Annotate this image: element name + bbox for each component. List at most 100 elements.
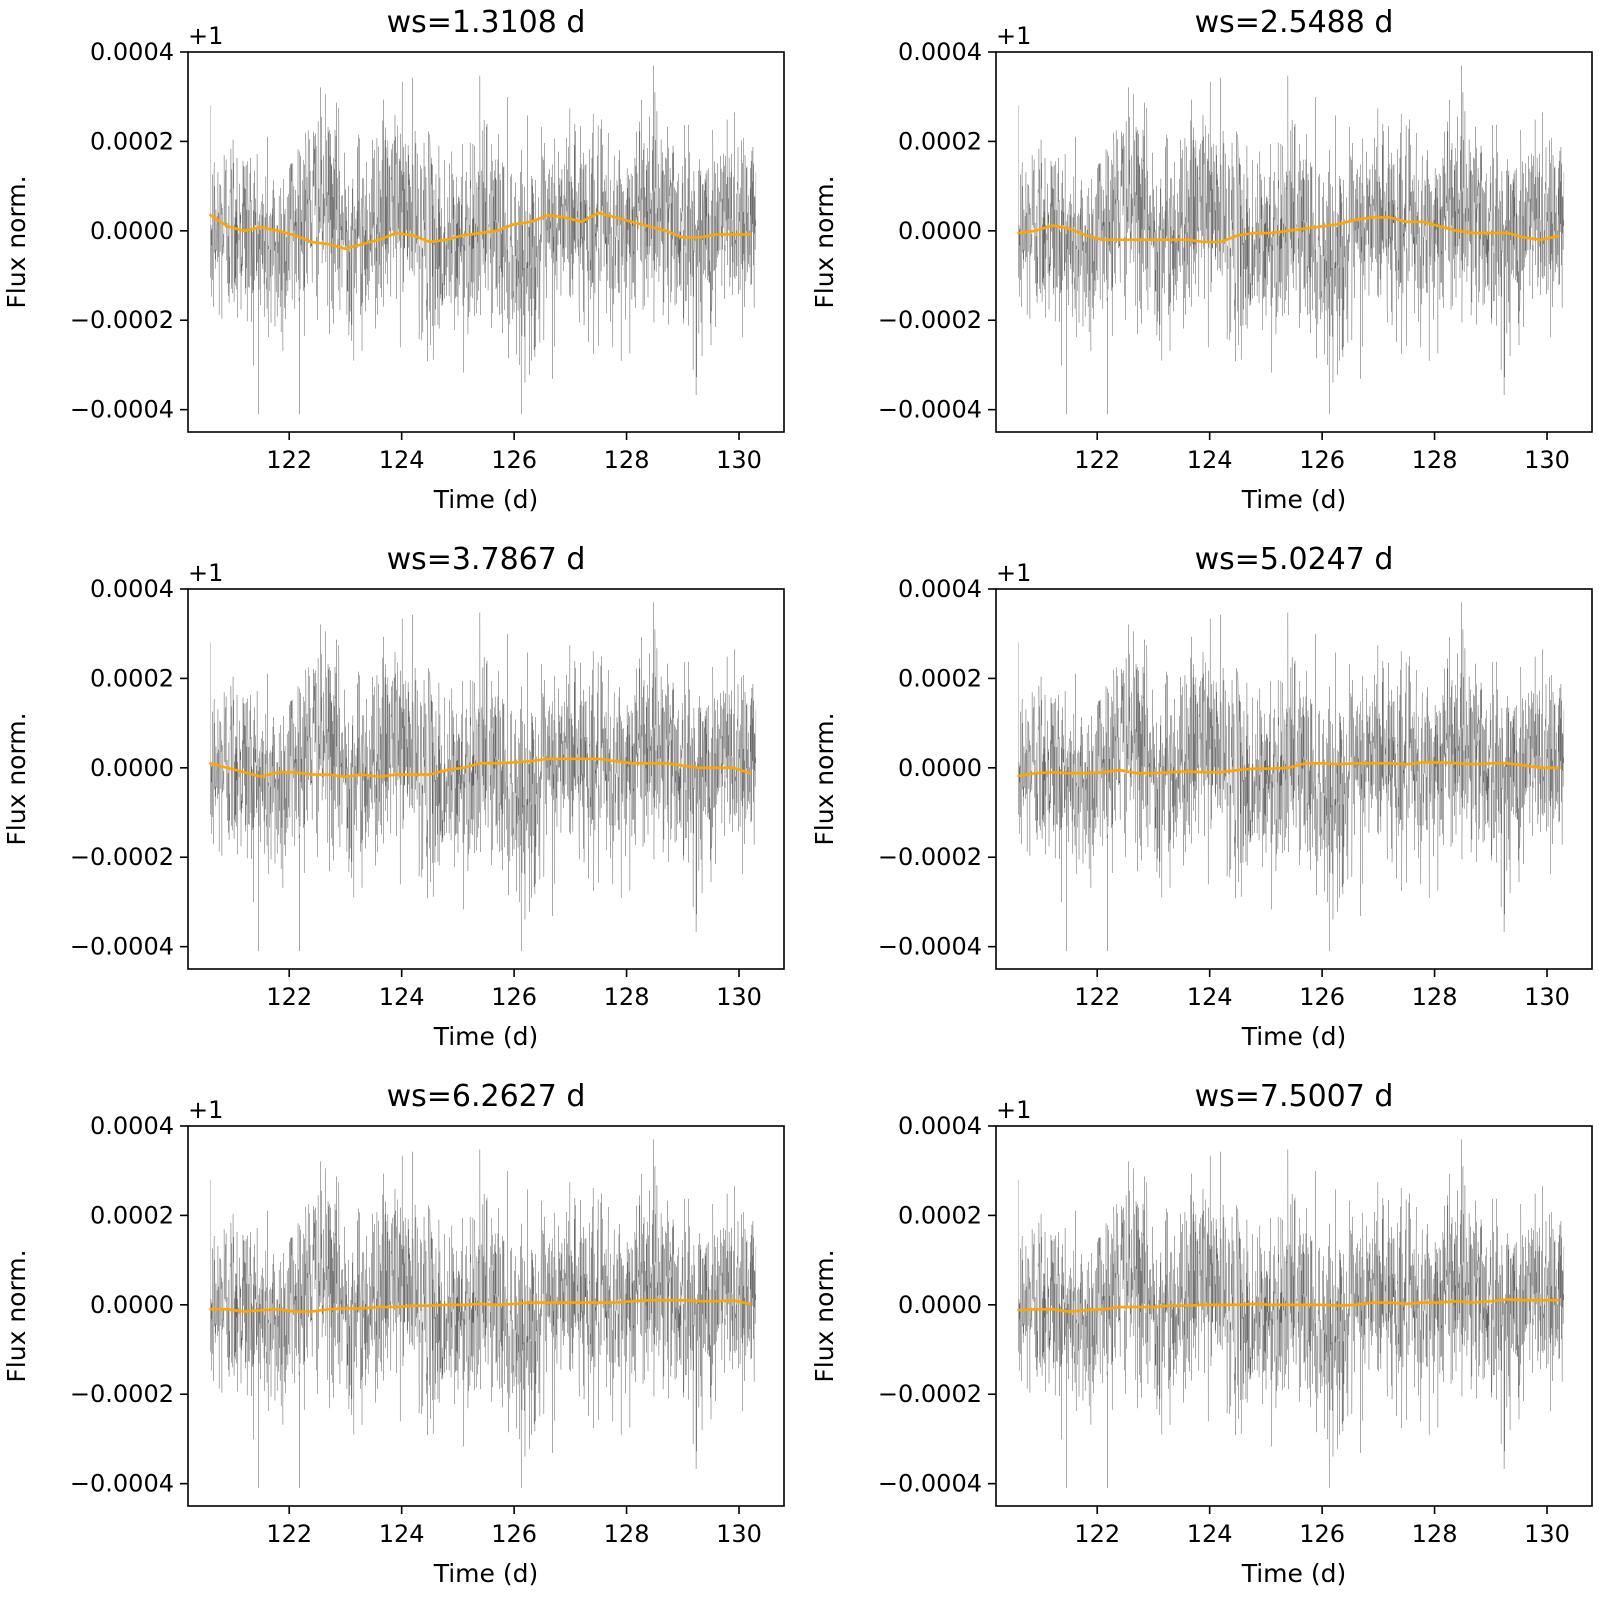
subplot-5: 122 124 126 128 130 −0.0004 −0.0002 0.0000 0.000… [2, 1079, 785, 1588]
axes-frame [995, 51, 1593, 433]
y-tick-label: 0.0004 [898, 38, 982, 66]
y-tick-label: −0.0002 [70, 843, 174, 871]
y-tick-label: −0.0004 [878, 1470, 982, 1498]
trend-line [1017, 761, 1560, 778]
x-tick-label: 128 [604, 983, 650, 1011]
x-tick-label: 126 [491, 983, 537, 1011]
x-tick-label: 122 [1074, 1520, 1120, 1548]
subplot-title: ws=5.0247 d [1195, 542, 1394, 577]
trend-line [1017, 1298, 1560, 1313]
x-tick-label: 122 [266, 983, 312, 1011]
y-axis-label: Flux norm. [2, 712, 31, 845]
y-tick-label: −0.0004 [70, 396, 174, 424]
y-tick-label: −0.0004 [878, 396, 982, 424]
y-offset-label: +1 [188, 1096, 223, 1124]
y-axis-label: Flux norm. [810, 712, 839, 845]
x-tick-label: 128 [1412, 446, 1458, 474]
y-offset-label: +1 [996, 22, 1031, 50]
raw-flux-line [210, 1139, 757, 1489]
y-tick-label: 0.0002 [898, 664, 982, 692]
x-tick-label: 122 [1074, 983, 1120, 1011]
x-axis-label: Time (d) [433, 1022, 539, 1051]
x-tick-label: 128 [604, 1520, 650, 1548]
y-tick-label: 0.0004 [90, 38, 174, 66]
trend-line [209, 211, 752, 251]
subplot-title: ws=3.7867 d [387, 542, 586, 577]
y-offset-label: +1 [996, 559, 1031, 587]
y-tick-label: −0.0004 [70, 933, 174, 961]
subplot-title: ws=1.3108 d [387, 5, 586, 40]
y-tick-label: −0.0002 [878, 843, 982, 871]
x-tick-label: 124 [379, 1520, 425, 1548]
subplot-title: ws=2.5488 d [1195, 5, 1394, 40]
trend-line [209, 1299, 752, 1313]
x-tick-label: 126 [1299, 446, 1345, 474]
x-tick-label: 124 [379, 446, 425, 474]
y-tick-label: −0.0004 [878, 933, 982, 961]
x-axis-label: Time (d) [433, 485, 539, 514]
x-tick-label: 126 [491, 446, 537, 474]
x-tick-label: 126 [1299, 1520, 1345, 1548]
x-tick-label: 130 [716, 1520, 762, 1548]
trend-line [209, 757, 752, 779]
y-axis-label: Flux norm. [810, 1249, 839, 1382]
raw-flux-line [210, 65, 757, 415]
y-axis-label: Flux norm. [2, 1249, 31, 1382]
y-tick-label: 0.0000 [898, 1291, 982, 1319]
raw-flux-line [1018, 1139, 1565, 1489]
x-tick-label: 130 [1524, 1520, 1570, 1548]
axes-frame [187, 588, 785, 970]
x-tick-label: 128 [1412, 1520, 1458, 1548]
x-tick-label: 124 [1187, 1520, 1233, 1548]
subplot-1: 122 124 126 128 130 −0.0004 −0.0002 0.0000 0.000… [2, 5, 785, 514]
y-tick-label: 0.0000 [90, 217, 174, 245]
y-tick-label: 0.0002 [90, 1201, 174, 1229]
y-tick-label: 0.0004 [898, 575, 982, 603]
y-tick-label: −0.0004 [70, 1470, 174, 1498]
x-tick-label: 124 [1187, 446, 1233, 474]
subplot-title: ws=6.2627 d [387, 1079, 586, 1114]
subplot-2: 122 124 126 128 130 −0.0004 −0.0002 0.0000 0.000… [810, 5, 1593, 514]
y-tick-label: 0.0002 [90, 664, 174, 692]
x-tick-label: 128 [1412, 983, 1458, 1011]
y-tick-label: 0.0000 [90, 754, 174, 782]
y-tick-label: 0.0000 [898, 754, 982, 782]
y-axis-label: Flux norm. [2, 175, 31, 308]
y-offset-label: +1 [188, 22, 223, 50]
x-tick-label: 128 [604, 446, 650, 474]
x-axis-label: Time (d) [1241, 1559, 1347, 1588]
x-tick-label: 130 [716, 446, 762, 474]
axes-frame [187, 51, 785, 433]
axes-frame [995, 588, 1593, 970]
y-axis-label: Flux norm. [810, 175, 839, 308]
y-tick-label: −0.0002 [878, 1380, 982, 1408]
y-tick-label: −0.0002 [878, 306, 982, 334]
y-tick-label: 0.0004 [90, 1112, 174, 1140]
y-tick-label: 0.0002 [898, 127, 982, 155]
y-tick-label: 0.0002 [90, 127, 174, 155]
subplot-title: ws=7.5007 d [1195, 1079, 1394, 1114]
raw-flux-line [1018, 65, 1565, 415]
x-tick-label: 130 [1524, 446, 1570, 474]
trend-line [1017, 216, 1560, 244]
y-offset-label: +1 [188, 559, 223, 587]
y-tick-label: 0.0004 [90, 575, 174, 603]
x-tick-label: 126 [1299, 983, 1345, 1011]
x-tick-label: 126 [491, 1520, 537, 1548]
axes-frame [995, 1125, 1593, 1507]
x-tick-label: 130 [1524, 983, 1570, 1011]
y-tick-label: 0.0000 [90, 1291, 174, 1319]
x-tick-label: 122 [266, 1520, 312, 1548]
y-tick-label: −0.0002 [70, 1380, 174, 1408]
y-tick-label: 0.0004 [898, 1112, 982, 1140]
y-offset-label: +1 [996, 1096, 1031, 1124]
x-tick-label: 122 [1074, 446, 1120, 474]
y-tick-label: 0.0002 [898, 1201, 982, 1229]
y-tick-label: −0.0002 [70, 306, 174, 334]
axes-frame [187, 1125, 785, 1507]
subplot-6: 122 124 126 128 130 −0.0004 −0.0002 0.0000 0.000… [810, 1079, 1593, 1588]
raw-flux-line [210, 602, 757, 952]
subplot-4: 122 124 126 128 130 −0.0004 −0.0002 0.0000 0.000… [810, 542, 1593, 1051]
x-axis-label: Time (d) [1241, 1022, 1347, 1051]
